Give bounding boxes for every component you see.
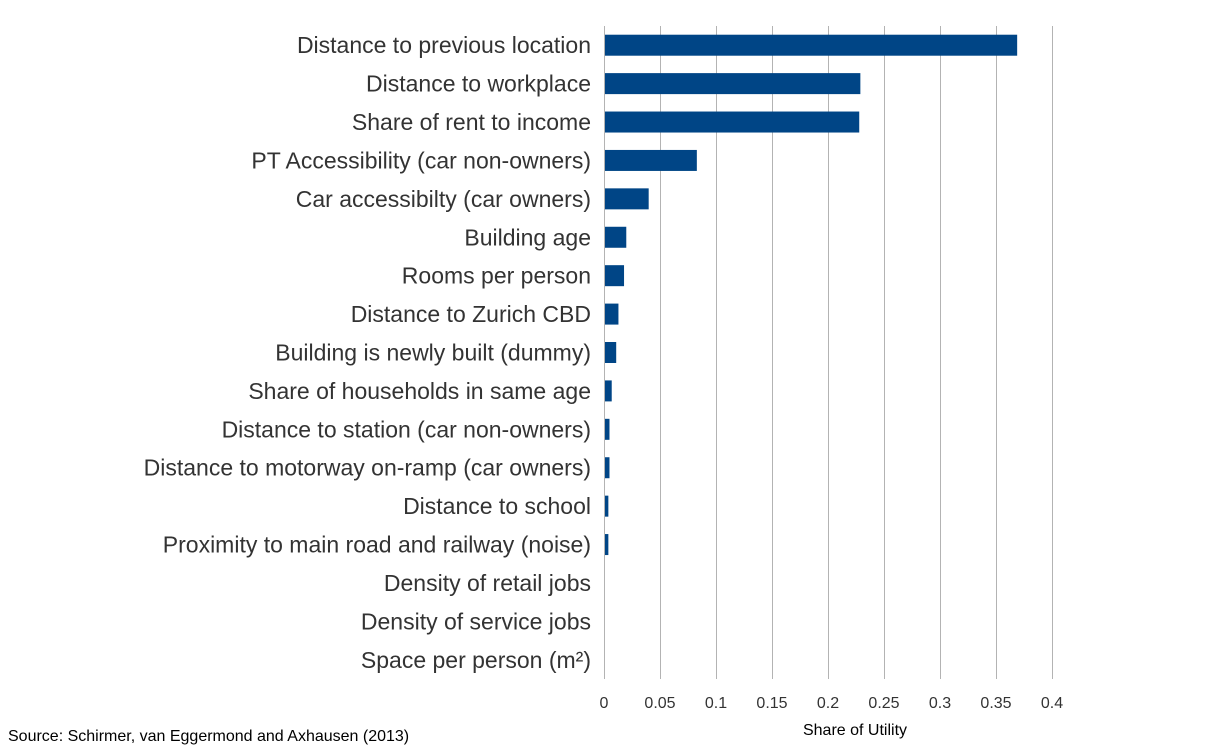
- x-tick-label: 0: [600, 695, 609, 712]
- x-tick-label: 0.35: [980, 695, 1011, 712]
- category-label: Proximity to main road and railway (nois…: [163, 532, 591, 558]
- bar: [605, 457, 610, 479]
- bar: [605, 111, 860, 133]
- category-label: Rooms per person: [402, 263, 591, 289]
- category-label: Share of households in same age: [248, 378, 591, 404]
- source-note: Source: Schirmer, van Eggermond and Axha…: [8, 728, 409, 745]
- bars: [605, 34, 1018, 556]
- x-tick-label: 0.4: [1041, 695, 1063, 712]
- bar: [605, 534, 609, 556]
- bar: [605, 34, 1018, 56]
- bar: [605, 188, 649, 210]
- bar: [605, 73, 861, 95]
- category-label: Distance to station (car non-owners): [222, 416, 591, 442]
- category-label: Share of rent to income: [352, 109, 591, 135]
- x-tick-label: 0.25: [868, 695, 899, 712]
- category-label: Distance to previous location: [297, 32, 591, 58]
- bar: [605, 380, 612, 402]
- category-label: Building is newly built (dummy): [275, 340, 591, 366]
- bar: [605, 303, 619, 325]
- bar: [605, 226, 627, 248]
- category-label: PT Accessibility (car non-owners): [251, 147, 591, 173]
- bar: [605, 149, 697, 171]
- bar: [605, 418, 610, 440]
- x-tick-label: 0.2: [817, 695, 839, 712]
- x-tick-label: 0.15: [756, 695, 787, 712]
- category-label: Distance to Zurich CBD: [351, 301, 591, 327]
- x-tick-label: 0.3: [929, 695, 951, 712]
- x-axis-title: Share of Utility: [803, 722, 907, 739]
- category-label: Distance to motorway on-ramp (car owners…: [144, 455, 591, 481]
- x-tick-labels: 0 0.05 0.1 0.15 0.2 0.25 0.3 0.35 0.4: [600, 695, 1064, 712]
- category-label: Space per person (m²): [361, 647, 591, 673]
- category-label: Distance to workplace: [366, 71, 591, 97]
- bar: [605, 495, 609, 517]
- category-label: Building age: [464, 224, 591, 250]
- gridlines: [604, 26, 1053, 679]
- category-label: Distance to school: [403, 493, 591, 519]
- bar: [605, 265, 625, 287]
- bar: [605, 342, 617, 363]
- category-label: Density of retail jobs: [384, 570, 591, 596]
- category-label: Density of service jobs: [361, 608, 591, 634]
- category-labels: Distance to previous location Distance to…: [144, 32, 591, 673]
- x-tick-label: 0.05: [644, 695, 675, 712]
- x-tick-label: 0.1: [705, 695, 727, 712]
- category-label: Car accessibilty (car owners): [296, 186, 591, 212]
